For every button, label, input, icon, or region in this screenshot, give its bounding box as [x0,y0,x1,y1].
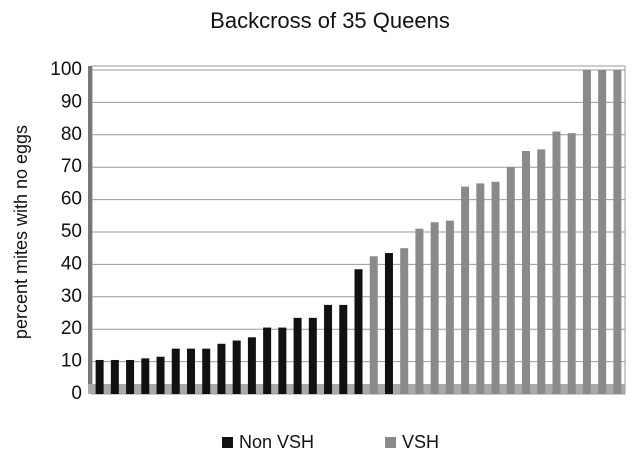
bar [95,359,104,394]
bar [171,348,180,394]
y-tick-label: 80 [61,124,82,145]
bar [506,167,515,394]
y-tick-label: 40 [61,253,82,274]
bar [491,181,500,394]
bar [126,359,135,394]
bar [552,131,561,394]
y-axis-label: percent mites with no eggs [11,125,31,339]
bar [445,220,454,394]
bar [339,304,348,394]
bar [369,256,378,394]
chart-title: Backcross of 35 Queens [210,8,450,33]
legend-label: Non VSH [239,432,314,452]
y-tick-label: 90 [61,91,82,112]
bar [141,358,150,394]
bar [384,253,393,394]
y-tick-label: 100 [50,59,82,80]
legend-swatch [222,437,233,448]
bar [110,359,119,394]
bar [324,304,333,394]
y-tick-label: 20 [61,318,82,339]
bar [598,70,607,394]
bar [217,343,226,394]
y-tick-label: 60 [61,189,82,210]
bar [613,70,622,394]
y-tick-label: 10 [61,351,82,372]
bar [293,317,302,394]
bar [232,340,241,394]
bar [461,186,470,394]
left-wall [88,66,92,394]
legend-label: VSH [402,432,439,452]
bar [567,133,576,394]
bar [354,269,363,394]
legend-swatch [385,437,396,448]
bar [186,348,195,394]
y-tick-label: 30 [61,286,82,307]
y-tick-label: 0 [71,383,82,404]
y-tick-label: 70 [61,156,82,177]
bar [400,248,409,394]
bar [278,327,287,394]
bar [263,327,272,394]
bar [156,356,165,394]
bar [202,348,211,394]
bar [582,70,591,394]
bar [522,151,531,394]
y-tick-label: 50 [61,221,82,242]
bar [430,222,439,394]
bar [415,228,424,394]
bar [247,337,256,394]
bar [537,149,546,394]
bar [476,183,485,394]
bar [308,317,317,394]
